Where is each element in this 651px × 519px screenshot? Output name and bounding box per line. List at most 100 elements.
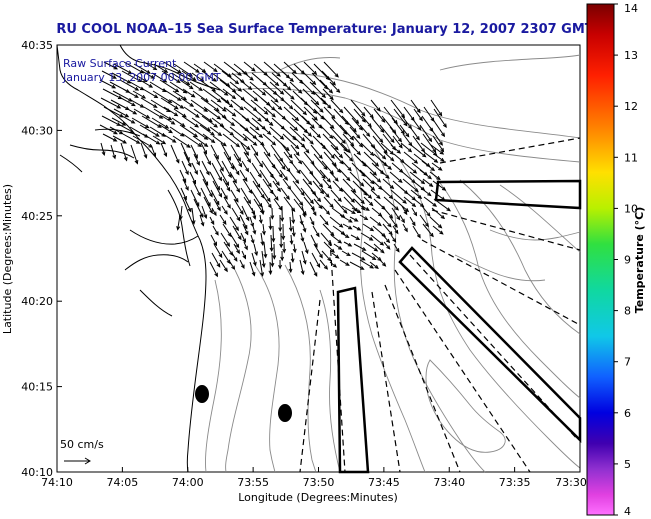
current-vector bbox=[340, 142, 351, 153]
current-vector-head bbox=[203, 135, 209, 140]
current-vector bbox=[333, 153, 344, 165]
current-vector bbox=[422, 178, 433, 187]
current-vector-head bbox=[361, 112, 366, 117]
x-tick-label: 73:50 bbox=[303, 476, 335, 489]
current-vector-head bbox=[257, 117, 262, 122]
current-vector bbox=[310, 144, 323, 159]
current-vector-head bbox=[428, 182, 434, 188]
current-vector-head bbox=[126, 79, 132, 84]
current-vector bbox=[290, 99, 307, 115]
current-vector-head bbox=[381, 118, 386, 123]
current-vector bbox=[199, 214, 204, 226]
current-vector bbox=[203, 196, 213, 214]
current-vector-head bbox=[329, 203, 334, 209]
current-vector bbox=[383, 106, 398, 124]
current-vector bbox=[179, 79, 193, 90]
current-vector-head bbox=[271, 238, 276, 243]
current-vector-head bbox=[233, 179, 237, 184]
current-vector bbox=[173, 108, 187, 118]
current-vector bbox=[341, 160, 352, 171]
current-vector-head bbox=[283, 176, 289, 181]
current-vector bbox=[209, 171, 220, 190]
current-vector bbox=[320, 142, 335, 159]
current-vector bbox=[149, 81, 166, 93]
current-vector bbox=[282, 88, 295, 100]
current-vector bbox=[130, 144, 138, 164]
current-vector bbox=[220, 187, 228, 200]
current-vector bbox=[300, 232, 304, 242]
current-vector-head bbox=[218, 253, 223, 259]
current-vector-head bbox=[349, 157, 354, 162]
current-vector bbox=[321, 250, 332, 262]
current-vector bbox=[390, 189, 407, 204]
current-vector bbox=[342, 223, 352, 230]
current-vector bbox=[241, 160, 249, 172]
current-vector bbox=[303, 241, 309, 254]
current-vector bbox=[400, 187, 416, 201]
current-vector bbox=[372, 135, 388, 154]
current-vector bbox=[359, 169, 375, 184]
current-vector bbox=[311, 207, 317, 216]
current-vector-head bbox=[286, 168, 291, 173]
current-vector-head bbox=[252, 141, 258, 146]
current-vector bbox=[432, 225, 444, 235]
current-vector bbox=[349, 216, 358, 222]
current-vector bbox=[401, 115, 412, 129]
y-axis-ticks: 40:35 40:30 40:25 40:20 40:15 40:10 bbox=[21, 39, 62, 479]
current-vector bbox=[393, 108, 408, 126]
current-vector bbox=[261, 205, 264, 215]
current-vector bbox=[319, 259, 328, 270]
current-vector-head bbox=[189, 102, 195, 107]
current-vector-head bbox=[274, 81, 280, 87]
current-vector-head bbox=[354, 217, 359, 222]
current-vector bbox=[311, 162, 326, 179]
current-vector-head bbox=[290, 258, 295, 264]
current-vector bbox=[281, 115, 298, 131]
current-vector bbox=[233, 63, 248, 75]
current-vector-head bbox=[300, 270, 305, 276]
current-vector-head bbox=[143, 78, 148, 82]
current-vector bbox=[321, 115, 335, 129]
current-vector-head bbox=[327, 104, 332, 109]
current-vector-head bbox=[258, 133, 264, 139]
current-vector bbox=[360, 187, 372, 199]
current-vector-head bbox=[380, 128, 385, 133]
current-vector-head bbox=[185, 81, 191, 86]
current-vector-head bbox=[429, 232, 434, 238]
colorbar-tick-label: 5 bbox=[624, 458, 631, 471]
current-vector bbox=[241, 115, 260, 131]
current-vector bbox=[191, 162, 198, 175]
current-vector-head bbox=[255, 126, 260, 131]
current-vector-head bbox=[116, 104, 122, 109]
current-vector bbox=[402, 178, 419, 192]
scale-vector-arrow bbox=[64, 457, 91, 465]
current-vector-head bbox=[392, 146, 397, 151]
current-vector bbox=[341, 250, 351, 256]
current-vector-head bbox=[135, 140, 141, 144]
current-vector bbox=[199, 124, 215, 136]
current-vector bbox=[159, 124, 173, 134]
current-vector bbox=[213, 153, 224, 172]
current-vector bbox=[292, 180, 305, 196]
current-vector-head bbox=[400, 130, 405, 135]
current-vector-head bbox=[205, 171, 210, 176]
current-vector-head bbox=[366, 132, 371, 137]
current-vector bbox=[243, 106, 262, 122]
current-vector bbox=[429, 171, 441, 180]
current-vector-head bbox=[318, 154, 323, 160]
current-vector bbox=[213, 108, 227, 119]
current-vector bbox=[412, 225, 421, 238]
current-vector bbox=[353, 198, 365, 211]
current-vector bbox=[341, 115, 357, 132]
current-vector bbox=[283, 106, 299, 121]
current-vector-head bbox=[123, 156, 128, 162]
current-vector-head bbox=[348, 218, 353, 223]
x-tick-label: 73:35 bbox=[499, 476, 531, 489]
current-vector-head bbox=[356, 134, 361, 139]
current-vector-head bbox=[170, 120, 176, 125]
current-vector-head bbox=[371, 256, 377, 260]
current-vector-head bbox=[386, 245, 391, 250]
current-vector-head bbox=[326, 178, 331, 183]
current-vector bbox=[413, 198, 424, 207]
current-vector-head bbox=[112, 137, 118, 142]
